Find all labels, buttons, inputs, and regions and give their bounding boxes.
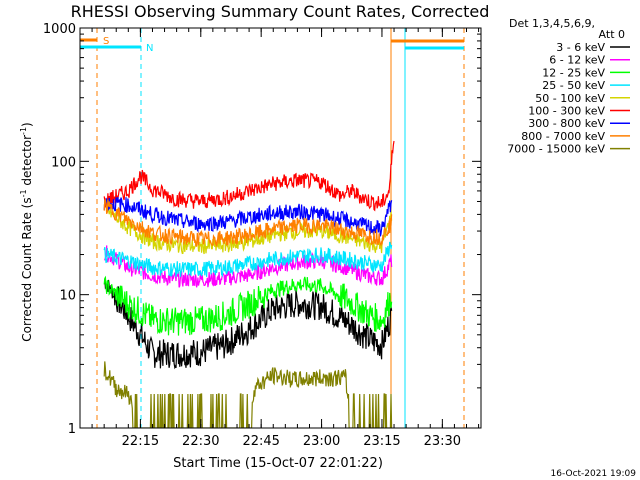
y-axis-label-sup1: -1	[19, 189, 28, 197]
y-axis-label: Corrected Count Rate (s-1 detector-1)	[19, 122, 34, 341]
footer-timestamp: 16-Oct-2021 19:09	[551, 469, 637, 479]
y-axis: 1 10 100 1000	[43, 22, 481, 437]
legend-entry-label: 25 - 50 keV	[542, 79, 605, 92]
legend-entry-label: 800 - 7000 keV	[521, 130, 605, 143]
y-axis-label-main: Corrected Count Rate (s	[20, 197, 34, 341]
y-axis-label-end: )	[20, 122, 34, 127]
series-line-0	[104, 278, 393, 370]
series-line-5	[103, 140, 395, 212]
detector-label: Det 1,3,4,5,6,9,	[509, 17, 595, 30]
x-tick-label: 22:30	[182, 434, 219, 449]
series-line-6	[103, 196, 393, 237]
y-tick-label: 1	[68, 422, 76, 437]
attenuator-label: Att 0	[599, 28, 625, 41]
legend-entry-label: 50 - 100 keV	[535, 92, 605, 105]
x-tick-label: 23:30	[424, 434, 461, 449]
legend-entry-label: 7000 - 15000 keV	[507, 143, 605, 156]
series-group	[103, 140, 395, 428]
x-tick-label: 23:00	[303, 434, 340, 449]
night-label: N	[146, 43, 153, 54]
series-line-3	[103, 241, 393, 278]
legend-entry-label: 12 - 25 keV	[542, 66, 605, 79]
y-tick-label: 100	[51, 155, 76, 170]
legend-entry-label: 6 - 12 keV	[549, 54, 605, 67]
y-axis-label-mid: detector	[20, 135, 34, 190]
x-axis: 22:15 22:30 22:45 23:00 23:15 23:30	[91, 28, 480, 449]
chart-title: RHESSI Observing Summary Count Rates, Co…	[71, 2, 490, 21]
x-tick-label: 22:45	[242, 434, 279, 449]
x-axis-label: Start Time (15-Oct-07 22:01:22)	[173, 456, 383, 471]
series-line-7	[103, 199, 393, 247]
series-line-8	[103, 361, 393, 428]
x-tick-label: 22:15	[122, 434, 159, 449]
legend-entry-label: 100 - 300 keV	[528, 105, 605, 118]
legend-entry-label: 3 - 6 keV	[556, 41, 605, 54]
series-line-1	[104, 245, 393, 288]
plot-frame	[79, 27, 482, 429]
y-axis-label-sup2: -1	[19, 127, 28, 135]
series-line-2	[103, 275, 393, 336]
saa-label: S	[103, 36, 109, 47]
y-tick-label: 10	[59, 289, 76, 304]
x-tick-label: 23:15	[363, 434, 400, 449]
y-tick-label: 1000	[43, 22, 76, 37]
legend-entry-label: 300 - 800 keV	[528, 117, 605, 130]
